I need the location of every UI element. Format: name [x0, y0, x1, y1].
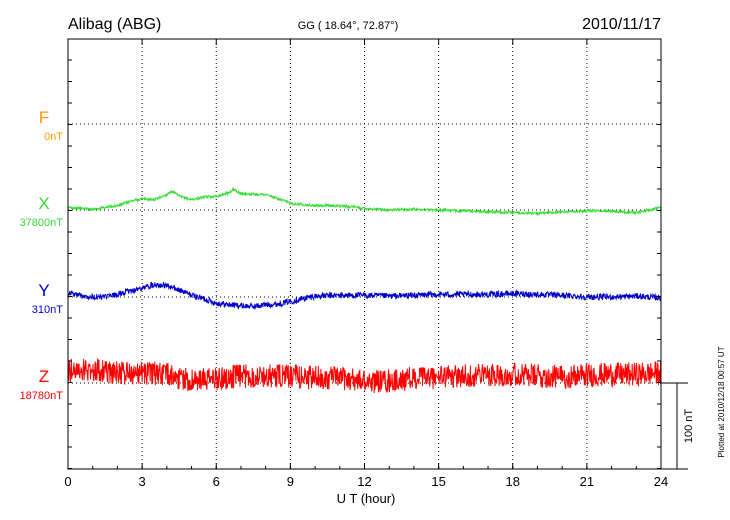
- x-axis-label: U T (hour): [337, 491, 396, 506]
- x-tick-label: 15: [431, 474, 445, 489]
- x-tick-label: 24: [654, 474, 668, 489]
- coords-label: GG ( 18.64°, 72.87°): [298, 20, 399, 32]
- series-baseline-label: 37800nT: [20, 217, 64, 229]
- x-tick-label: 9: [287, 474, 294, 489]
- x-tick-label: 21: [580, 474, 594, 489]
- x-tick-label: 3: [139, 474, 146, 489]
- plotted-note: Plotted at 2010/12/18 00:57 UT: [717, 346, 726, 457]
- x-tick-label: 12: [357, 474, 371, 489]
- series-name-label: Y: [38, 281, 49, 300]
- series-baseline-label: 18780nT: [20, 390, 64, 402]
- x-axis-ticks: 0 3 6 9 12 15 18 21 24: [64, 39, 668, 489]
- series-name-label: F: [39, 108, 49, 127]
- series-lines: [67, 186, 662, 394]
- series-line-y: [67, 281, 662, 310]
- series-name-label: Z: [39, 367, 49, 386]
- x-tick-label: 6: [213, 474, 220, 489]
- series-line-x: [67, 186, 662, 217]
- series-line-z: [67, 358, 662, 394]
- series-labels: F 0nT X 37800nT Y 310nT Z 18780nT: [20, 108, 64, 402]
- scale-bar-label: 100 nT: [683, 409, 695, 444]
- series-baseline-label: 310nT: [32, 304, 63, 316]
- date-label: 2010/11/17: [582, 16, 661, 33]
- x-tick-label: 0: [64, 474, 71, 489]
- station-title: Alibag (ABG): [68, 16, 161, 33]
- series-name-label: X: [38, 194, 49, 213]
- series-baseline-label: 0nT: [44, 131, 63, 143]
- scale-bar: 100 nT: [661, 382, 695, 470]
- x-tick-label: 18: [506, 474, 520, 489]
